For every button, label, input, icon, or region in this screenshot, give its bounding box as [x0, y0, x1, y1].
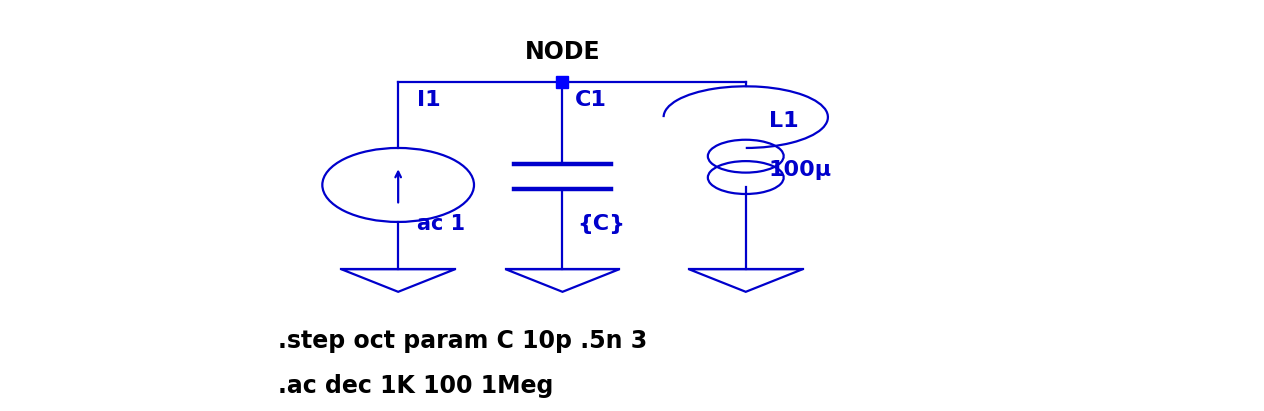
Text: L1: L1	[769, 111, 798, 131]
Text: 100μ: 100μ	[769, 160, 832, 180]
Text: {C}: {C}	[578, 214, 626, 234]
Text: .ac dec 1K 100 1Meg: .ac dec 1K 100 1Meg	[278, 374, 554, 398]
Text: I1: I1	[417, 90, 441, 111]
Text: C1: C1	[575, 90, 607, 111]
Text: NODE: NODE	[525, 40, 600, 64]
Text: ac 1: ac 1	[417, 214, 465, 234]
Text: .step oct param C 10p .5n 3: .step oct param C 10p .5n 3	[278, 329, 647, 353]
